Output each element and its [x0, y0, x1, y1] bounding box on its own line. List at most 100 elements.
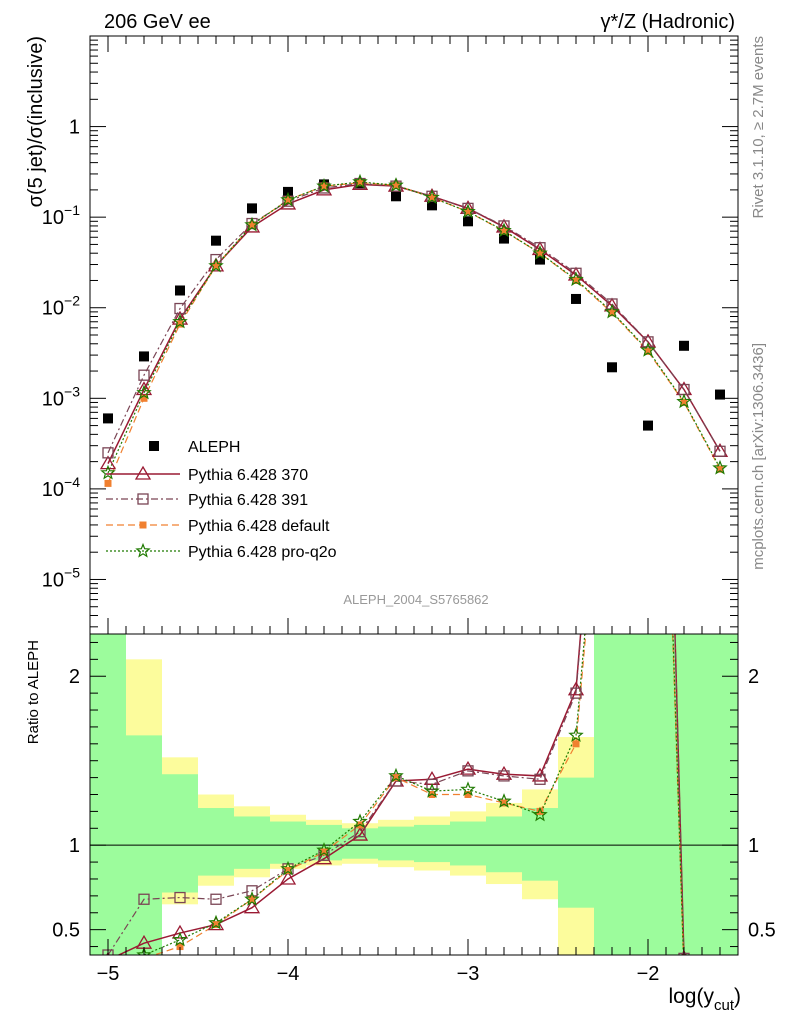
legend-label-pdefault: Pythia 6.428 default [188, 518, 330, 535]
side-label-mcplots: mcplots.cern.ch [arXiv:1306.3436] [750, 343, 767, 570]
x-axis-title-close: ) [734, 985, 741, 1008]
main-ytick-base: 10 [42, 298, 64, 320]
main-point-data [211, 235, 221, 246]
ratio-point-pq2o [460, 781, 476, 797]
ratio-point-pdefault [140, 954, 148, 955]
ratio-ytick-label-right: 2 [748, 666, 759, 688]
main-point-pq2o [244, 216, 260, 232]
main-point-pq2o [100, 464, 116, 480]
main-point-pdefault [356, 179, 364, 187]
main-point-data [139, 351, 149, 362]
main-point-data [175, 285, 185, 296]
ratio-point-pq2o [568, 727, 584, 742]
ratio-band-green [414, 824, 450, 863]
main-ytick-exp: −4 [64, 474, 80, 490]
ratio-point-pq2o [424, 782, 440, 798]
main-point-pdefault [140, 394, 148, 402]
ratio-point-p370 [713, 967, 727, 979]
axis-ticks: 10−510−410−310−210−110.5 0.51 12 2−5 −4 −3 −2 [42, 36, 776, 985]
ratio-point-p370 [315, 850, 333, 865]
ratio-point-pdefault [464, 791, 472, 798]
ratio-point-pdefault [681, 970, 688, 977]
main-ytick-base: 1 [69, 117, 80, 139]
xtick-label: −2 [637, 963, 660, 985]
xtick-label: −3 [457, 963, 480, 985]
ratio-point-p391 [607, 249, 617, 259]
ratio-band-green [450, 821, 486, 866]
ratio-point-pdefault [717, 985, 724, 992]
main-point-p391 [138, 369, 150, 381]
main-point-pq2o [280, 191, 296, 207]
ratio-ytick-label-left: 1 [69, 835, 80, 857]
ratio-ytick-label-right: 1 [748, 835, 759, 857]
legend-label-p370: Pythia 6.428 370 [188, 467, 308, 484]
ratio-point-pdefault [572, 740, 580, 748]
main-point-pq2o [568, 271, 584, 287]
main-ytick-label: 10−4 [42, 474, 80, 501]
main-point-pq2o [532, 245, 548, 260]
ratio-point-pdefault [176, 943, 184, 951]
main-point-pdefault [572, 276, 580, 284]
legend-label-data: ALEPH [188, 439, 240, 456]
ratio-point-p370 [243, 899, 261, 914]
ratio-point-pdefault [212, 921, 220, 929]
ratio-point-p391 [534, 773, 546, 785]
main-ytick-exp: −5 [64, 564, 80, 580]
main-point-pdefault [644, 347, 652, 355]
main-point-p391 [390, 180, 402, 192]
ratio-point-pq2o [172, 931, 188, 947]
ratio-ytick-label-right: 0.5 [748, 920, 776, 942]
main-point-p391 [282, 195, 294, 207]
xtick-label: −4 [277, 963, 300, 985]
x-axis-title-main: log(y [668, 985, 714, 1008]
main-point-pdefault [716, 465, 724, 473]
main-point-data [679, 340, 689, 351]
main-point-pq2o [460, 203, 476, 219]
legend-label-p391: Pythia 6.428 391 [188, 492, 308, 509]
header-right: γ*/Z (Hadronic) [601, 11, 735, 33]
main-ytick-label: 1 [69, 117, 80, 139]
main-point-data [463, 216, 473, 227]
ratio-band-green [558, 777, 594, 908]
ratio-point-pq2o [532, 806, 548, 822]
ratio-band-green [594, 634, 666, 955]
main-point-pdefault [392, 181, 400, 189]
ratio-point-p370 [351, 826, 369, 841]
legend-marker-pdefault [139, 521, 147, 529]
main-ytick-exp: −1 [64, 202, 80, 218]
legend: ALEPH Pythia 6.428 370 Pythia 6.428 391 Pyt… [106, 439, 337, 561]
main-point-pq2o [172, 313, 188, 329]
ratio-point-pdefault [609, 335, 616, 342]
ratio-band-green [486, 816, 522, 873]
main-ytick-exp: −3 [64, 383, 80, 399]
main-point-pq2o [316, 177, 332, 193]
legend-marker-data [149, 441, 159, 451]
ratio-point-pq2o [316, 842, 332, 857]
ratio-band-green [198, 808, 234, 876]
ratio-point-pdefault [536, 807, 544, 815]
ratio-point-pq2o [280, 860, 296, 876]
main-point-p370 [99, 455, 117, 470]
side-label-rivet: Rivet 3.1.10, ≥ 2.7M events [750, 36, 767, 219]
main-ytick-exp: −2 [64, 293, 80, 309]
ratio-point-p370 [495, 765, 513, 780]
main-point-data [427, 200, 437, 211]
ratio-point-pq2o [496, 793, 512, 808]
main-point-data [391, 191, 401, 202]
main-line-pq2o [107, 181, 721, 474]
ratio-point-pdefault [500, 799, 508, 807]
ratio-band-green [270, 821, 306, 864]
ratio-point-p391 [138, 893, 150, 905]
ratio-point-p391 [462, 765, 474, 777]
main-point-pdefault [320, 182, 328, 190]
ratio-point-p391 [570, 687, 582, 699]
main-point-pq2o [352, 173, 368, 189]
main-point-pdefault [284, 196, 292, 204]
ratio-point-p370 [605, 247, 619, 259]
ratio-ytick-label-left: 0.5 [52, 920, 80, 942]
ratio-point-pq2o [244, 891, 260, 906]
main-point-pq2o [388, 177, 404, 192]
main-point-pq2o [604, 303, 620, 319]
main-ytick-base: 10 [42, 207, 64, 229]
ratio-point-pq2o [714, 982, 726, 994]
